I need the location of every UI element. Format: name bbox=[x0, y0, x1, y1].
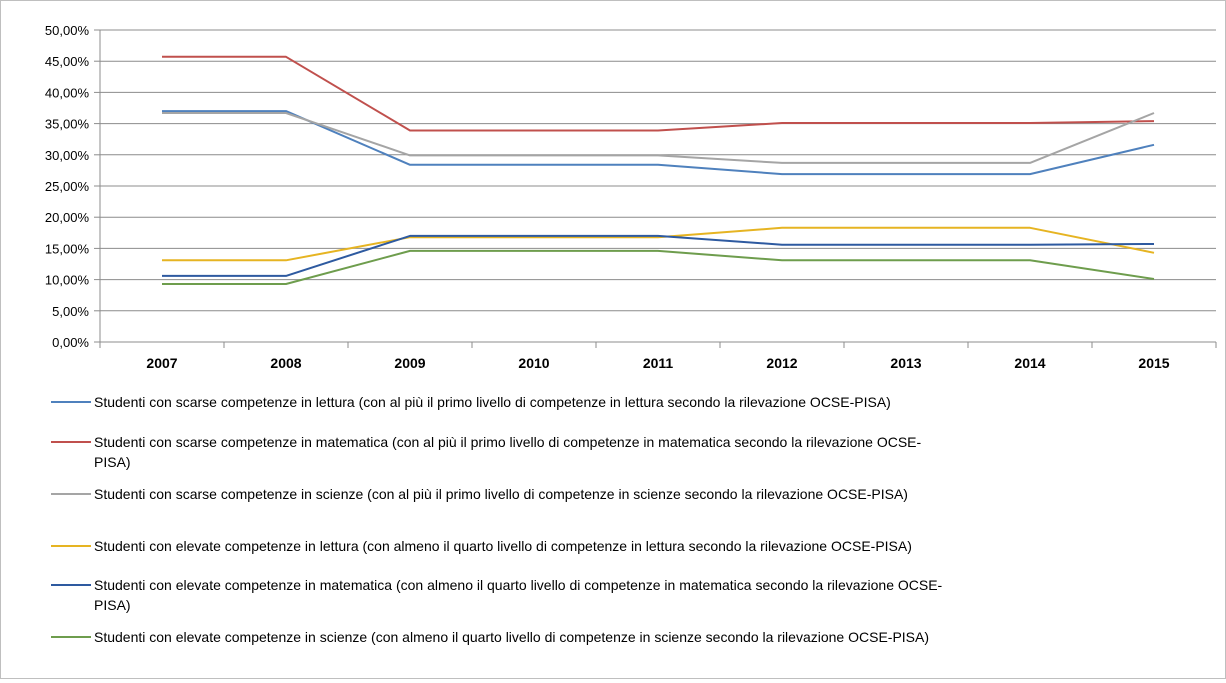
series-line-4 bbox=[162, 226, 1155, 262]
x-tick-label: 2013 bbox=[890, 355, 921, 371]
y-tick-label: 30,00% bbox=[45, 148, 90, 163]
series-lines bbox=[162, 55, 1155, 285]
legend-label: Studenti con elevate competenze in scien… bbox=[94, 629, 929, 645]
x-tick-label: 2012 bbox=[766, 355, 797, 371]
y-tick-label: 5,00% bbox=[52, 304, 89, 319]
x-axis-ticks: 2007 2008 2009 2010 2011 2012 2013 2014 2015 bbox=[146, 355, 1169, 371]
series-line-3 bbox=[162, 112, 1155, 164]
axes bbox=[94, 29, 1217, 348]
y-tick-label: 45,00% bbox=[45, 54, 90, 69]
y-tick-label: 40,00% bbox=[45, 85, 90, 100]
legend-item-4: Studenti con elevate competenze in lettu… bbox=[51, 538, 912, 554]
x-tick-label: 2011 bbox=[643, 355, 674, 371]
x-tick-label: 2015 bbox=[1138, 355, 1169, 371]
y-tick-label: 15,00% bbox=[45, 241, 90, 256]
legend-label: Studenti con scarse competenze in matema… bbox=[94, 434, 922, 450]
series-line-2 bbox=[162, 55, 1155, 132]
series-line-6 bbox=[162, 249, 1155, 285]
series-line-5 bbox=[162, 234, 1155, 277]
legend-label: Studenti con elevate competenze in matem… bbox=[94, 577, 943, 593]
series-line-1 bbox=[162, 110, 1155, 176]
y-tick-label: 50,00% bbox=[45, 23, 90, 38]
x-tick-label: 2007 bbox=[146, 355, 177, 371]
x-tick-label: 2014 bbox=[1014, 355, 1045, 371]
legend-label: Studenti con elevate competenze in lettu… bbox=[94, 538, 912, 554]
legend-item-6: Studenti con elevate competenze in scien… bbox=[51, 629, 929, 645]
y-tick-label: 10,00% bbox=[45, 273, 90, 288]
legend-label: PISA) bbox=[94, 454, 131, 470]
y-axis-ticks: 0,00% 5,00% 10,00% 15,00% 20,00% 25,00% 30,00%… bbox=[45, 23, 90, 350]
legend-item-1: Studenti con scarse competenze in lettur… bbox=[51, 394, 891, 410]
legend: Studenti con scarse competenze in lettur… bbox=[51, 394, 943, 645]
y-tick-label: 0,00% bbox=[52, 335, 89, 350]
legend-label: Studenti con scarse competenze in scienz… bbox=[94, 486, 908, 502]
legend-item-2: Studenti con scarse competenze in matema… bbox=[51, 434, 922, 470]
legend-label: PISA) bbox=[94, 597, 131, 613]
legend-item-5: Studenti con elevate competenze in matem… bbox=[51, 577, 943, 613]
legend-label: Studenti con scarse competenze in lettur… bbox=[94, 394, 891, 410]
y-tick-label: 25,00% bbox=[45, 179, 90, 194]
legend-item-3: Studenti con scarse competenze in scienz… bbox=[51, 486, 908, 502]
x-tick-label: 2008 bbox=[270, 355, 301, 371]
x-tick-label: 2010 bbox=[518, 355, 549, 371]
x-tick-label: 2009 bbox=[394, 355, 425, 371]
y-tick-label: 20,00% bbox=[45, 210, 90, 225]
y-tick-label: 35,00% bbox=[45, 117, 90, 132]
